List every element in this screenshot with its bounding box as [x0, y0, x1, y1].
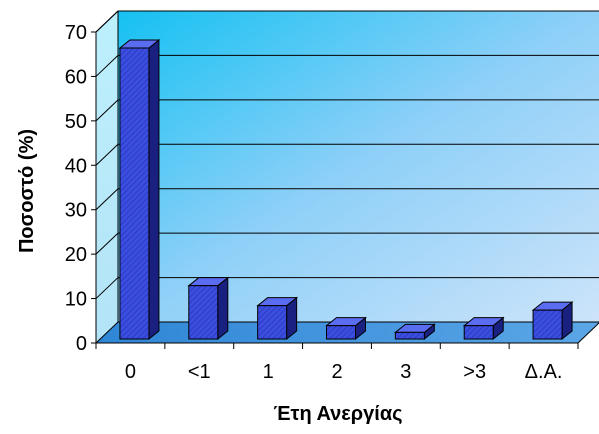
- x-tick-label: 2: [331, 361, 342, 383]
- bar-side: [148, 38, 160, 341]
- bar: [325, 316, 367, 341]
- x-tick-label: 1: [263, 361, 274, 383]
- y-tick-label: 30: [65, 200, 87, 222]
- y-tick-label: 10: [65, 289, 87, 311]
- bar-front: [257, 305, 288, 340]
- bar-front: [188, 285, 219, 340]
- bar-side: [217, 276, 229, 341]
- bar: [462, 316, 505, 341]
- y-axis-ticks: 0 10 20 30 40 50 60 70: [65, 22, 96, 355]
- y-tick-label: 70: [65, 22, 87, 44]
- y-tick-label: 0: [76, 333, 87, 355]
- x-tick-label: <1: [188, 361, 211, 383]
- bar-front: [394, 331, 425, 340]
- bar-front: [326, 325, 356, 340]
- x-tick-label: 3: [400, 361, 411, 383]
- back-wall: [118, 11, 599, 322]
- side-wall: [96, 11, 118, 343]
- axis-line: [577, 322, 599, 344]
- y-tick-label: 60: [65, 66, 87, 88]
- x-axis-title: Έτη Ανεργίας: [273, 403, 402, 425]
- y-tick-label: 40: [65, 155, 87, 177]
- y-tick-label: 50: [65, 111, 87, 133]
- bar-front: [119, 47, 150, 340]
- x-tick-label: 0: [125, 361, 136, 383]
- bar-front: [532, 309, 563, 340]
- axis-line: [95, 10, 119, 33]
- bar: [187, 276, 230, 341]
- x-axis-ticks: 0 <1 1 2 3 >3 Δ.Α.: [95, 343, 579, 383]
- bar-front: [463, 325, 494, 340]
- x-tick-label: >3: [463, 361, 486, 383]
- plot-walls: [96, 11, 599, 343]
- bar: [256, 296, 299, 341]
- bars: [118, 38, 574, 341]
- bar: [393, 323, 436, 341]
- bar: [118, 38, 161, 341]
- y-tick-label: 20: [65, 244, 87, 266]
- bar: [531, 301, 574, 341]
- y-axis-title: Ποσοστό (%): [16, 129, 38, 253]
- x-tick-label: Δ.Α.: [525, 361, 563, 383]
- axes: [95, 10, 599, 344]
